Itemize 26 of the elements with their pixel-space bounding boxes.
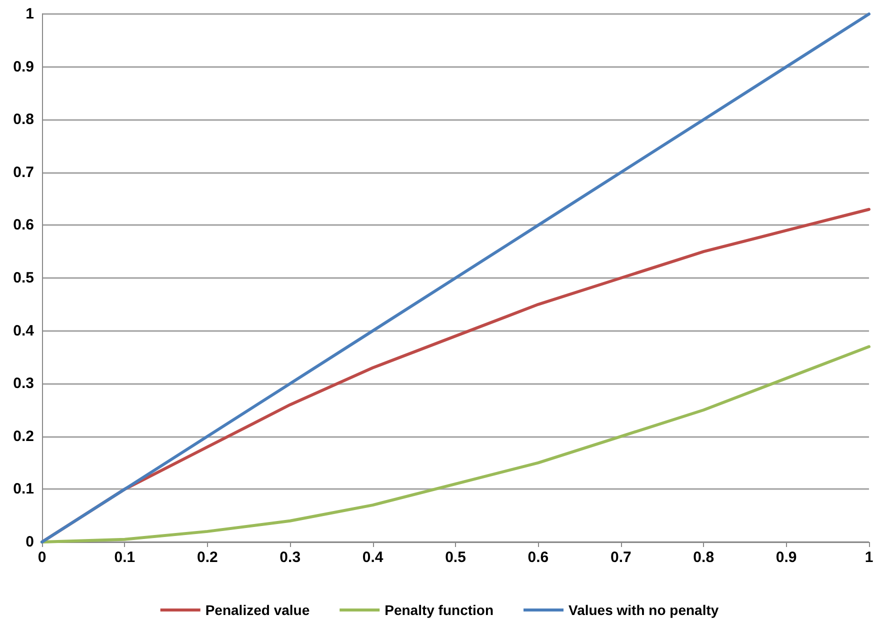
legend-label: Penalized value — [205, 602, 310, 618]
y-tick-label: 0.9 — [13, 58, 34, 76]
y-tick-label: 0.2 — [13, 428, 34, 445]
y-tick-label: 0.8 — [13, 111, 34, 128]
x-tick-label: 0.5 — [445, 549, 466, 566]
x-tick-label: 0.2 — [196, 549, 218, 566]
line-series — [40, 12, 870, 544]
y-tick-label: 0.4 — [13, 322, 35, 340]
legend-label: Values with no penalty — [568, 602, 719, 618]
x-tick-label: 0 — [38, 549, 46, 566]
x-tick-label: 0.3 — [280, 549, 301, 566]
x-tick-label: 0.7 — [610, 549, 632, 566]
legend-label: Penalty function — [384, 602, 494, 618]
y-tick-label: 0.5 — [13, 270, 34, 286]
y-tick-label: 0.3 — [13, 375, 34, 392]
y-tick-label: 0 — [26, 534, 34, 550]
x-tick-label: 0.8 — [693, 549, 714, 566]
x-tick-label: 0.6 — [528, 549, 549, 566]
x-tick-label: 0.9 — [776, 549, 797, 566]
x-tick-label: 1 — [864, 549, 874, 566]
y-tick-label: 0.7 — [13, 164, 34, 181]
x-tick-label: 0.1 — [114, 549, 136, 566]
y-tick-label: 0.6 — [13, 216, 34, 234]
x-tick-label: 0.4 — [362, 549, 384, 566]
y-tick-label: 1 — [26, 6, 34, 22]
y-tick-label: 0.1 — [13, 480, 34, 498]
